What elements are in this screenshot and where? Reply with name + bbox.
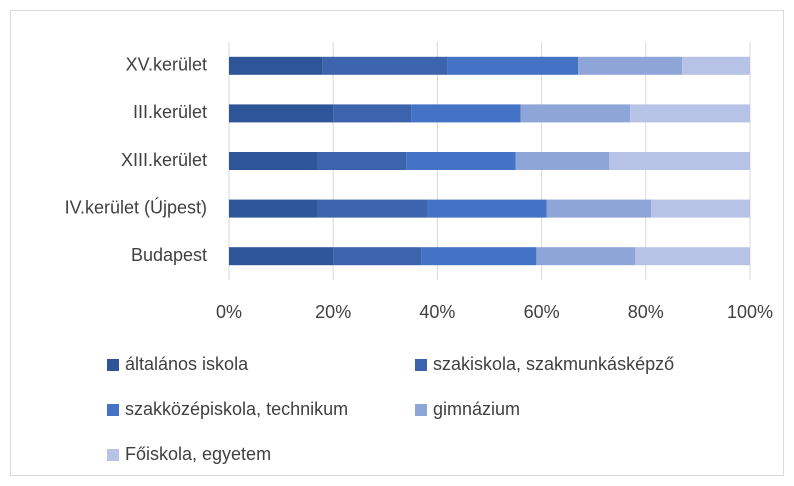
bar-segment bbox=[426, 199, 547, 218]
legend-swatch bbox=[415, 359, 427, 371]
bar-segment bbox=[229, 152, 318, 170]
bar-segment bbox=[421, 247, 537, 266]
x-tick-label: 80% bbox=[628, 302, 664, 322]
legend-label: szakközépiskola, technikum bbox=[125, 399, 348, 419]
x-tick-label: 0% bbox=[216, 302, 242, 322]
legend-label: általános iskola bbox=[125, 354, 249, 374]
y-tick-label: IV.kerület (Újpest) bbox=[65, 196, 207, 217]
bar-segment bbox=[536, 247, 636, 266]
legend-swatch bbox=[107, 404, 119, 416]
bar-segment bbox=[406, 152, 516, 170]
bar-segment bbox=[317, 199, 427, 218]
legend-swatch bbox=[107, 359, 119, 371]
bar-segment bbox=[333, 104, 412, 123]
legend-label: szakiskola, szakmunkásképző bbox=[433, 354, 674, 374]
bar-segment bbox=[630, 104, 750, 123]
bar-segment bbox=[546, 199, 652, 218]
bar-segment bbox=[515, 152, 610, 170]
y-tick-label: XIII.kerület bbox=[121, 150, 207, 170]
bar-segment bbox=[229, 56, 323, 75]
legend-swatch bbox=[107, 449, 119, 461]
bar-segment bbox=[609, 152, 750, 170]
x-tick-label: 40% bbox=[419, 302, 455, 322]
legend-swatch bbox=[415, 404, 427, 416]
legend-label: gimnázium bbox=[433, 399, 520, 419]
bar-segment bbox=[682, 56, 750, 75]
bar-segment bbox=[317, 152, 407, 170]
bar-segment bbox=[578, 56, 683, 75]
x-tick-label: 100% bbox=[727, 302, 773, 322]
bar-segment bbox=[229, 104, 334, 123]
chart-border bbox=[10, 10, 784, 476]
y-tick-label: Budapest bbox=[131, 245, 207, 265]
x-tick-label: 20% bbox=[315, 302, 351, 322]
bar-segment bbox=[520, 104, 631, 123]
bar-segment bbox=[333, 247, 422, 266]
y-tick-label: III.kerület bbox=[133, 102, 207, 122]
x-tick-label: 60% bbox=[524, 302, 560, 322]
bar-segment bbox=[411, 104, 521, 123]
legend-label: Főiskola, egyetem bbox=[125, 444, 271, 464]
bar-segment bbox=[635, 247, 750, 266]
bar-segment bbox=[322, 56, 448, 75]
bar-segment bbox=[229, 199, 318, 218]
y-tick-label: XV.kerület bbox=[126, 55, 207, 75]
bar-segment bbox=[447, 56, 579, 75]
bar-segment bbox=[229, 247, 334, 266]
bar-segment bbox=[651, 199, 750, 218]
